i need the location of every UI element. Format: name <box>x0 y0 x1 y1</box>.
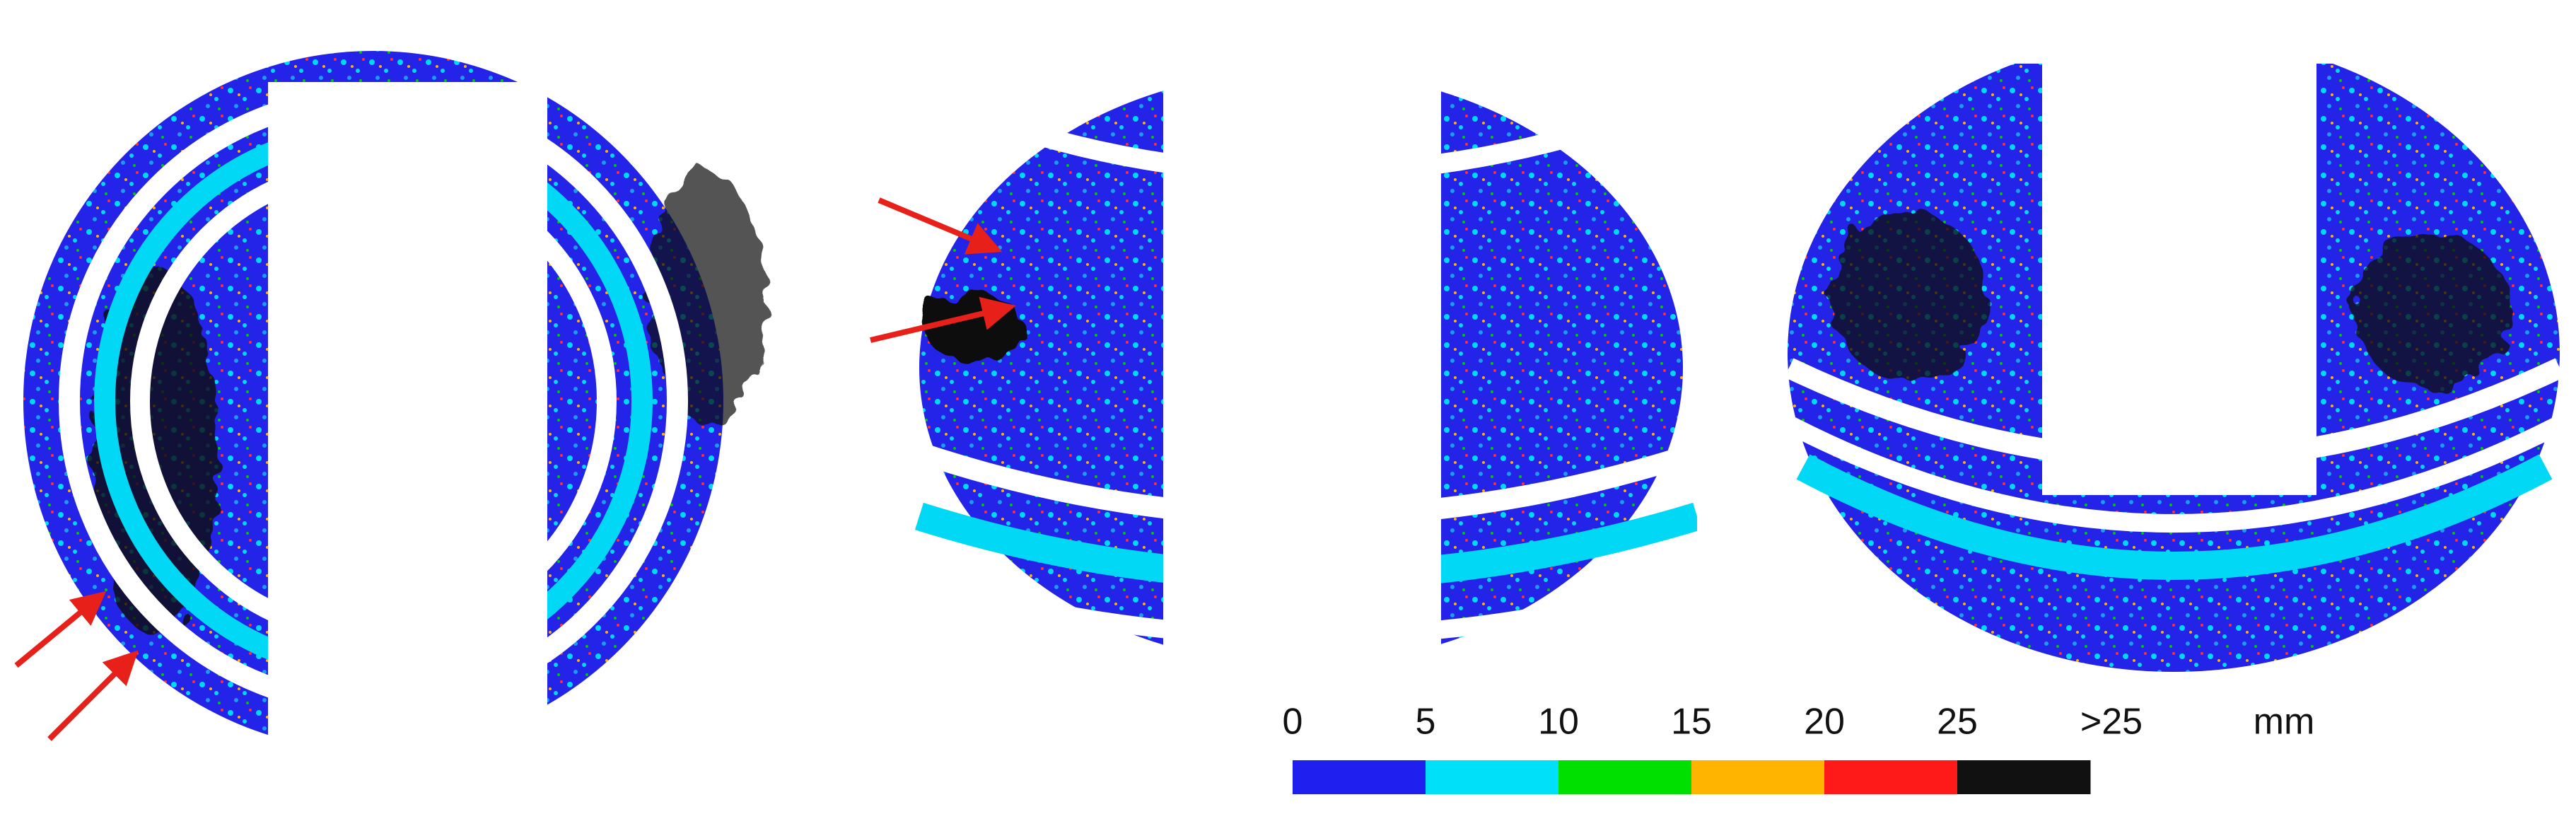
legend-swatch <box>1293 760 1426 794</box>
arrows <box>14 197 1016 741</box>
legend-swatch <box>1824 760 1958 794</box>
legend-swatch <box>1558 760 1692 794</box>
legend-label: 15 <box>1671 702 1712 743</box>
side-view <box>884 0 1739 814</box>
legend-label: 0 <box>1283 702 1303 743</box>
oblique-view <box>1768 0 2576 814</box>
legend-label: >25 <box>2080 702 2143 743</box>
legend-swatch <box>1691 760 1825 794</box>
color-legend: mm 0 5 10 15 20 25 >25 <box>1283 702 2315 794</box>
legend-swatch <box>1957 760 2091 794</box>
legend-label: 5 <box>1416 702 1436 743</box>
top-view <box>23 51 764 814</box>
legend-unit: mm <box>2254 702 2315 743</box>
legend-swatch <box>1426 760 1559 794</box>
legend-label: 20 <box>1804 702 1845 743</box>
legend-label: 25 <box>1937 702 1978 743</box>
legend-label: 10 <box>1538 702 1579 743</box>
